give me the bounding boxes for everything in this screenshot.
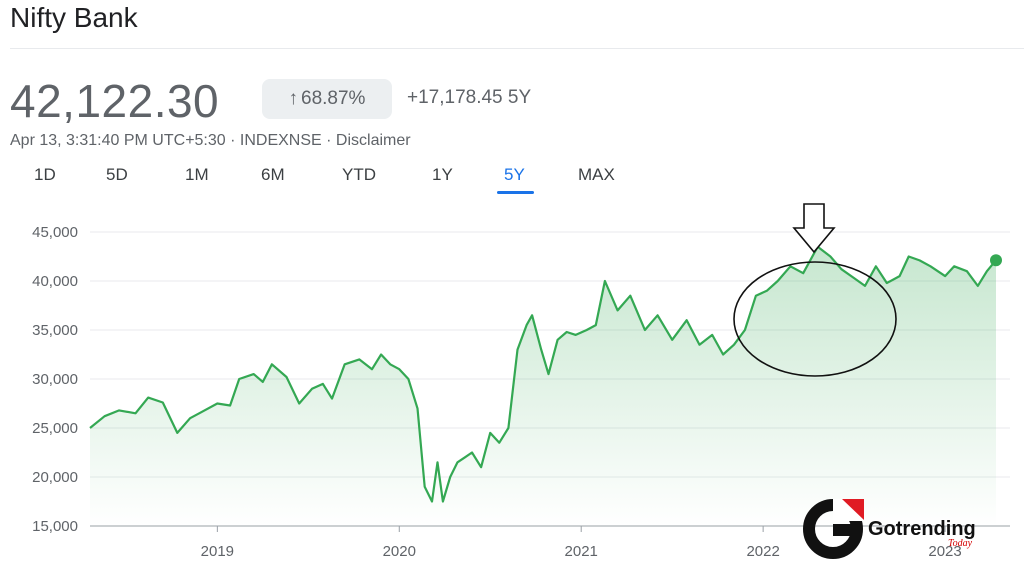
logo-subtext: Today: [948, 538, 973, 549]
range-tab-max[interactable]: MAX: [578, 165, 615, 184]
range-tab-1d[interactable]: 1D: [34, 165, 56, 184]
y-tick-label: 30,000: [32, 371, 78, 388]
x-tick-label: 2023: [928, 543, 961, 560]
y-tick-label: 45,000: [32, 224, 78, 241]
absolute-change: +17,178.45 5Y: [407, 87, 532, 108]
y-tick-label: 35,000: [32, 322, 78, 339]
current-price: 42,122.30: [10, 75, 220, 127]
x-tick-label: 2022: [746, 543, 779, 560]
last-price-dot[interactable]: [990, 254, 1002, 267]
x-tick-label: 2019: [201, 543, 234, 560]
y-tick-label: 15,000: [32, 518, 78, 535]
logo-mark-icon: [803, 499, 864, 559]
gotrending-logo: Gotrending Today: [802, 496, 1002, 562]
arrow-down-icon: [792, 203, 836, 254]
x-axis-labels: 2019 2020 2021 2022 2023: [201, 543, 962, 560]
logo-text: Gotrending: [868, 518, 976, 540]
price-chart: 45,000 40,000 35,000 30,000 25,000 20,000 15,0…: [32, 203, 1010, 560]
page-title: Nifty Bank: [10, 2, 138, 33]
x-axis-ticks: [216, 526, 946, 532]
y-axis-labels: 45,000 40,000 35,000 30,000 25,000 20,000 15,0…: [32, 224, 78, 535]
range-tab-ytd[interactable]: YTD: [342, 165, 376, 184]
y-tick-label: 40,000: [32, 273, 78, 290]
price-area: [90, 246, 996, 526]
active-range-underline: [497, 191, 534, 194]
percent-change-value: 68.87%: [301, 88, 366, 109]
range-tab-6m[interactable]: 6M: [261, 165, 285, 184]
quote-meta: Apr 13, 3:31:40 PM UTC+5:30 · INDEXNSE ·…: [10, 132, 411, 149]
y-tick-label: 25,000: [32, 420, 78, 437]
annotation: [733, 203, 897, 377]
annotation-ellipse: [733, 261, 897, 377]
x-tick-label: 2021: [565, 543, 598, 560]
arrow-up-icon: ↑: [288, 88, 299, 109]
percent-change-badge: ↑ 68.87%: [262, 79, 392, 119]
range-tab-1y[interactable]: 1Y: [432, 165, 453, 184]
range-tab-5y[interactable]: 5Y: [504, 165, 525, 184]
price-line: [89, 245, 997, 503]
range-tab-5d[interactable]: 5D: [106, 165, 128, 184]
x-tick-label: 2020: [383, 543, 416, 560]
y-tick-label: 20,000: [32, 469, 78, 486]
header-divider: [10, 48, 1024, 49]
range-tab-1m[interactable]: 1M: [185, 165, 209, 184]
